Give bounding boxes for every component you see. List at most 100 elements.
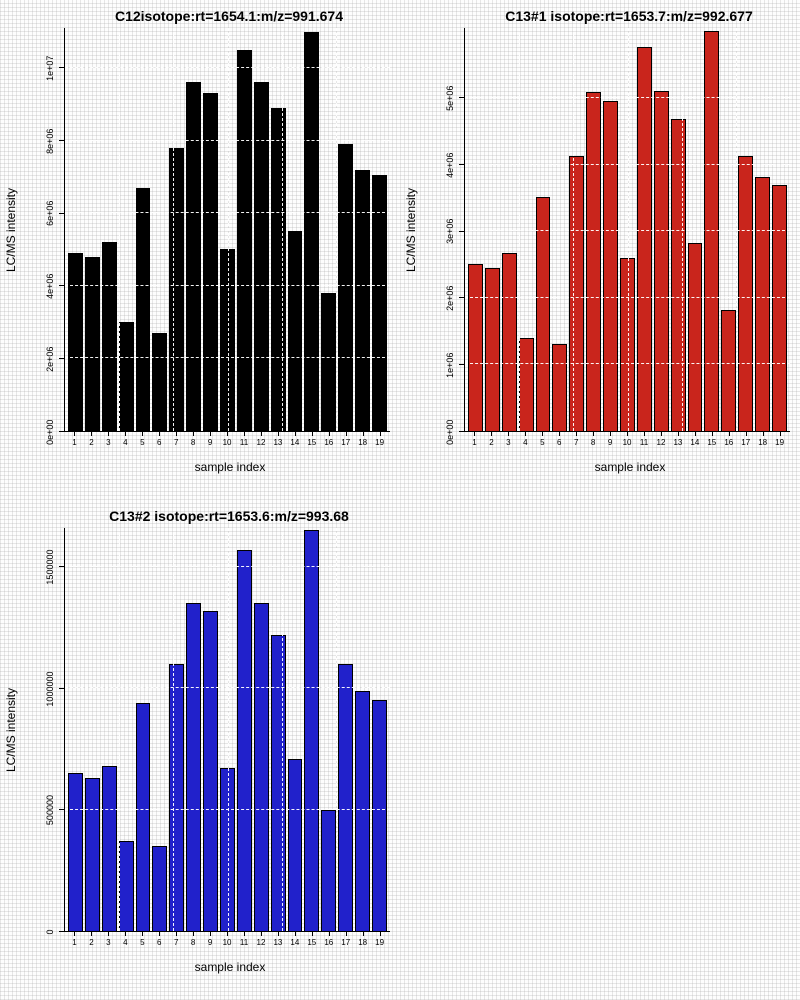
x-tick-label: 2 [84,432,99,452]
x-tick-label: 19 [772,432,787,452]
bar-sample-5 [135,702,151,931]
v-gridline [173,28,175,431]
bar-sample-5 [135,187,151,431]
x-tick-label: 19 [372,432,387,452]
y-axis-label: LC/MS intensity [404,187,418,273]
x-tick-label: 3 [101,932,116,952]
bar-sample-8 [586,91,602,431]
bar-sample-14 [287,758,303,931]
bar-sample-10 [220,249,235,431]
y-tick-mark [59,67,64,69]
chart-c12-isotope: C12isotope:rt=1654.1:m/z=991.674 LC/MS i… [0,0,400,500]
bar-sample-4 [518,337,534,431]
x-tick-label: 9 [603,432,618,452]
bar-sample-9 [203,93,219,431]
v-gridline [227,528,229,931]
bar-sample-13 [670,118,686,431]
x-tick-label: 9 [203,932,218,952]
y-tick-label: 6e+06 [45,200,55,227]
x-tick-label: 18 [355,432,370,452]
v-gridline [227,28,229,431]
bar-sample-10 [620,257,635,431]
bar-sample-6 [152,846,168,931]
v-gridline [681,28,683,431]
v-gridline [735,28,737,431]
x-tick-label: 3 [501,432,516,452]
y-tick-mark [59,139,64,141]
x-tick-label: 4 [118,932,133,952]
y-axis: 0e+00 2e+06 4e+06 6e+06 8e+06 1e+07 [20,28,64,445]
v-gridline [335,28,337,431]
y-tick-label: 4e+06 [445,152,455,178]
x-tick-label: 11 [237,432,252,452]
bar-sample-9 [603,100,619,431]
x-tick-label: 17 [738,432,753,452]
y-tick-mark [59,565,64,567]
x-tick-label: 2 [484,432,499,452]
y-tick-label: 1e+06 [445,352,455,378]
x-tick-label: 14 [687,432,702,452]
bar-sample-15 [704,31,720,431]
x-tick-label: 18 [755,432,770,452]
x-tick-label: 8 [186,432,201,452]
bar-sample-3 [501,253,517,431]
y-tick-label: 500000 [45,795,55,826]
chart-title: C13#2 isotope:rt=1653.6:m/z=993.68 [109,508,349,524]
y-tick-label: 5e+06 [445,85,455,111]
bar-sample-2 [84,778,100,931]
plot-area [64,28,390,432]
x-tick-label: 1 [467,432,482,452]
v-gridline [281,28,283,431]
x-tick-label: 2 [84,932,99,952]
chart-title: C12isotope:rt=1654.1:m/z=991.674 [114,8,343,24]
x-tick-label: 16 [721,432,736,452]
y-tick-label: 0 [45,929,55,935]
x-tick-label: 4 [118,432,133,452]
v-gridline [119,28,121,431]
bar-sample-4 [118,322,134,431]
x-tick-row: 1 2 3 4 5 6 7 8 9 10 11 12 13 14 15 16 17 18 19 [64,932,390,952]
x-tick-label: 12 [253,932,268,952]
x-tick-label: 7 [169,932,184,952]
y-axis-label: LC/MS intensity [4,187,18,273]
y-tick-mark [59,285,64,287]
x-tick-label: 10 [620,432,635,452]
bar-sample-7 [569,155,585,431]
x-axis-label: sample index [194,460,266,474]
plot-area [464,28,790,432]
x-tick-label: 9 [203,432,218,452]
x-tick-label: 6 [552,432,567,452]
v-gridline [173,528,175,931]
plot-area [64,528,390,932]
x-tick-label: 16 [321,432,336,452]
x-tick-label: 13 [270,932,285,952]
bar-sample-12 [653,91,669,431]
x-tick-row: 1 2 3 4 5 6 7 8 9 10 11 12 13 14 15 16 17 18 19 [64,432,390,452]
v-gridline [119,528,121,931]
y-tick-mark [59,931,64,932]
x-tick-label: 17 [338,432,353,452]
x-axis-label: sample index [594,460,666,474]
bar-sample-17 [338,663,354,931]
bar-sample-7 [169,663,185,931]
y-axis-label: LC/MS intensity [4,687,18,773]
v-gridline [573,28,575,431]
y-tick-label: 1e+07 [45,55,55,81]
bar-sample-6 [152,332,168,431]
x-tick-label: 14 [287,932,302,952]
y-tick-label: 2e+06 [445,285,455,312]
x-tick-row: 1 2 3 4 5 6 7 8 9 10 11 12 13 14 15 16 17 18 19 [464,432,790,452]
bar-sample-11 [636,47,652,431]
y-tick-label: 8e+06 [45,128,55,154]
bar-sample-1 [68,773,83,931]
x-tick-label: 11 [637,432,652,452]
y-axis-label-column: LC/MS intensity [402,28,420,432]
x-tick-label: 10 [220,432,235,452]
bar-sample-14 [687,243,703,431]
x-tick-label: 15 [304,932,319,952]
bar-sample-3 [101,242,117,431]
x-tick-label: 5 [135,432,150,452]
x-tick-label: 6 [152,432,167,452]
y-tick-mark [459,364,464,366]
y-tick-mark [59,358,64,360]
